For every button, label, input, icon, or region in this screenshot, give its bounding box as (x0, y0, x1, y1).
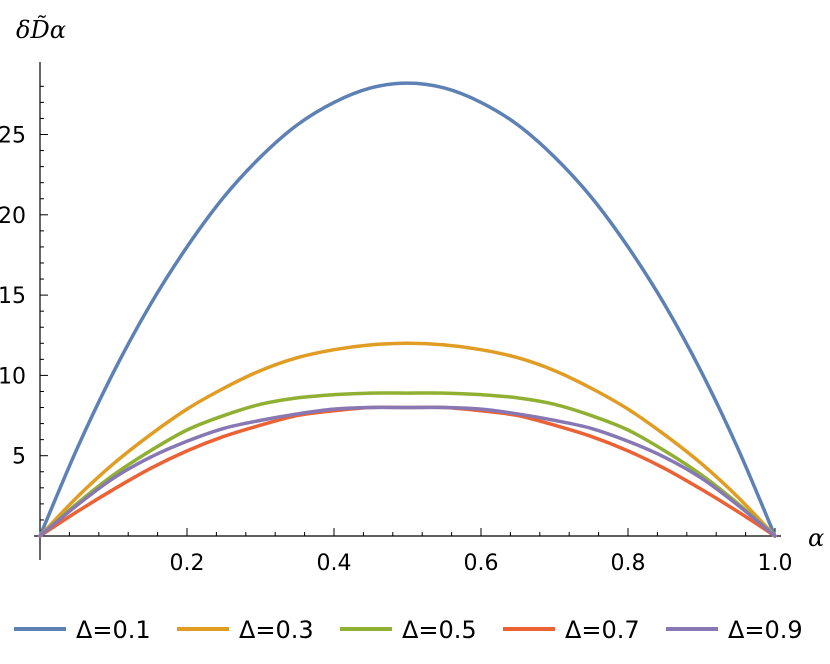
x-tick-label: 0.4 (317, 551, 352, 576)
x-tick-label: 0.2 (170, 551, 205, 576)
ticks: 0.2 0.4 0.6 0.8 1.0 5 10 15 20 25 (0, 85, 793, 576)
series-line (38, 391, 777, 538)
legend: Δ=0.1 Δ=0.3 Δ=0.5 Δ=0.7 Δ=0.9 (14, 616, 803, 644)
series-line (38, 405, 777, 538)
series-line (38, 341, 777, 538)
series-line (38, 81, 777, 538)
x-tick-label: 0.6 (464, 551, 499, 576)
series-lines (38, 81, 777, 538)
y-tick-label: 5 (12, 445, 26, 470)
series-line (38, 405, 777, 538)
x-axis-label: α (808, 524, 824, 552)
y-axis-label: δD̃α (16, 16, 66, 44)
legend-label: Δ=0.5 (402, 616, 477, 644)
legend-label: Δ=0.9 (728, 616, 803, 644)
legend-label: Δ=0.7 (565, 616, 640, 644)
y-tick-label: 20 (0, 204, 26, 229)
x-tick-label: 1.0 (758, 551, 793, 576)
y-tick-label: 15 (0, 284, 26, 309)
y-tick-label: 25 (0, 124, 26, 149)
x-tick-label: 0.8 (611, 551, 646, 576)
y-tick-label: 10 (0, 364, 26, 389)
legend-label: Δ=0.3 (239, 616, 314, 644)
legend-label: Δ=0.1 (76, 616, 151, 644)
